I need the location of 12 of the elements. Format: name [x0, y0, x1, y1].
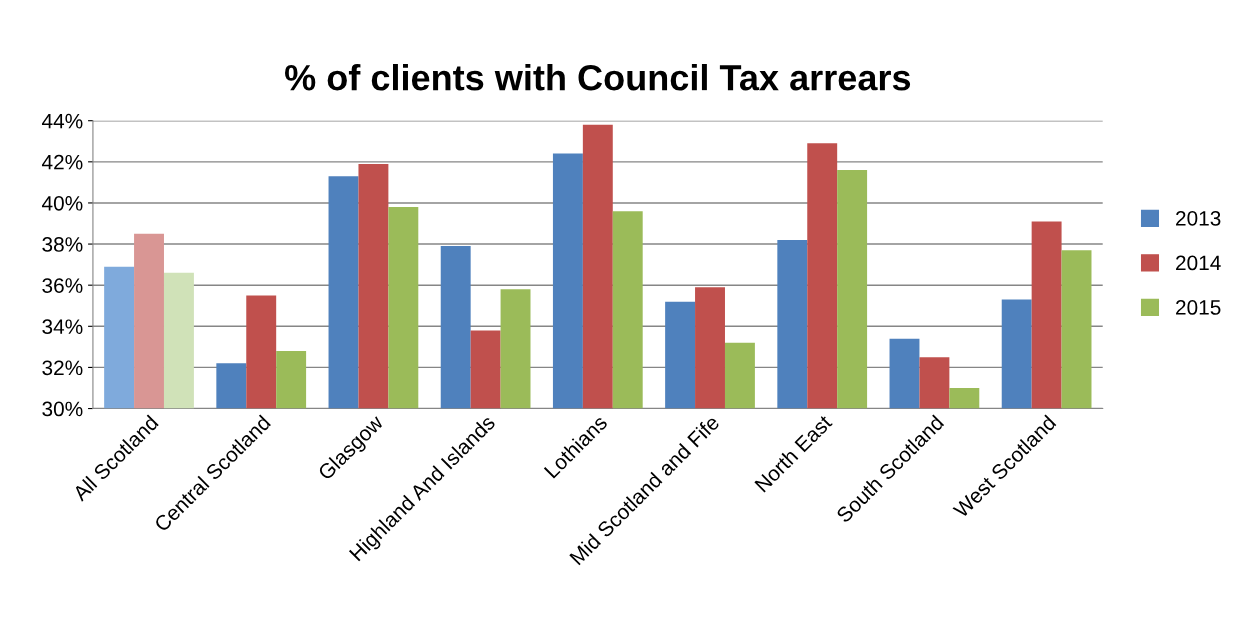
y-tick-label: 44%: [41, 113, 83, 129]
legend-label: 2013: [1176, 210, 1221, 226]
legend-label: 2015: [1176, 300, 1221, 315]
legend-label: 2014: [1176, 255, 1221, 271]
y-tick-label: 30%: [42, 401, 83, 417]
chart-title: % of clients with Council Tax arrears: [285, 63, 911, 91]
y-tick-label: 34%: [42, 319, 83, 335]
y-tick-label: 42%: [41, 154, 83, 170]
y-tick-label: 38%: [42, 237, 83, 252]
y-tick-label: 32%: [42, 360, 83, 376]
y-tick-label: 36%: [42, 278, 83, 293]
y-tick-label: 40%: [41, 195, 83, 211]
